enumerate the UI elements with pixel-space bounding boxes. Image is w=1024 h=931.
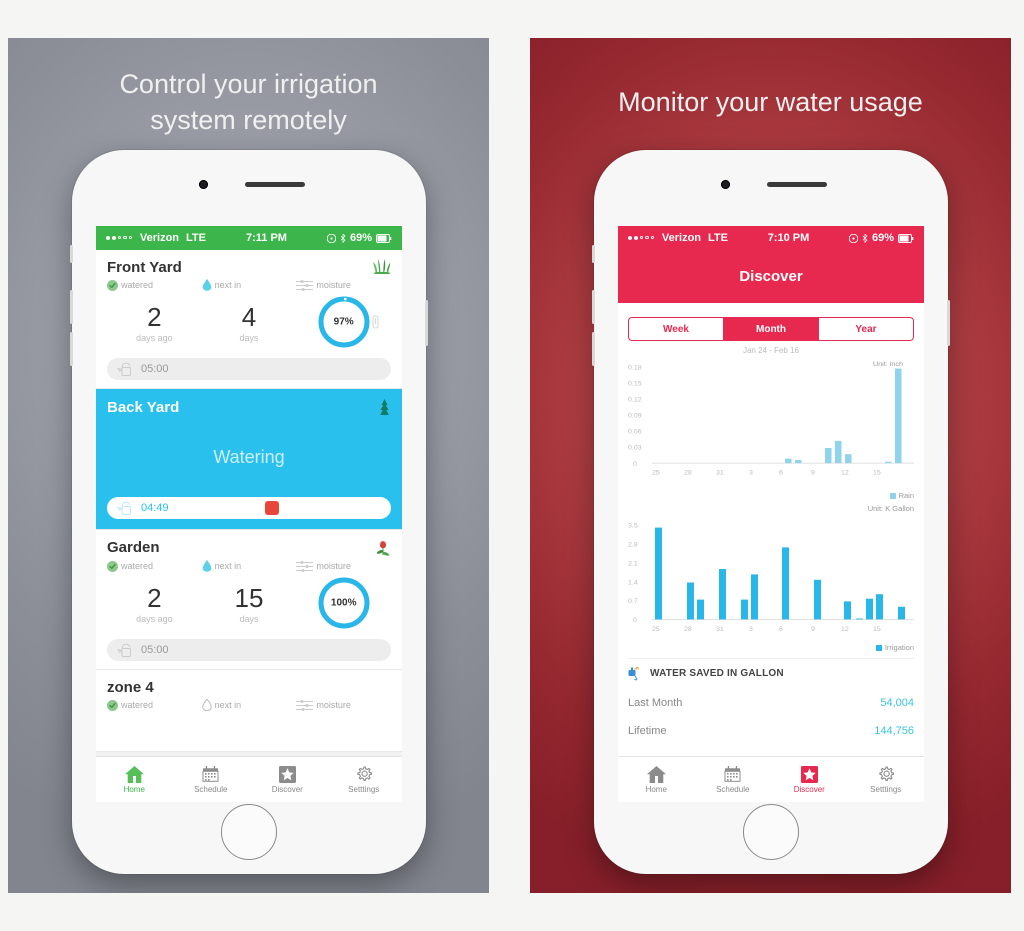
svg-text:9: 9 xyxy=(811,470,815,477)
svg-text:2.8: 2.8 xyxy=(628,542,638,549)
svg-text:12: 12 xyxy=(841,626,849,633)
svg-text:0.18: 0.18 xyxy=(628,365,642,372)
svg-text:0: 0 xyxy=(633,461,637,468)
svg-text:3.5: 3.5 xyxy=(628,523,638,530)
svg-text:0.15: 0.15 xyxy=(628,381,642,388)
svg-text:0: 0 xyxy=(633,617,637,624)
svg-text:28: 28 xyxy=(684,626,692,633)
svg-text:31: 31 xyxy=(716,470,724,477)
svg-text:Unit: inch: Unit: inch xyxy=(873,361,903,368)
svg-text:2.1: 2.1 xyxy=(628,561,638,568)
svg-text:12: 12 xyxy=(841,470,849,477)
svg-text:6: 6 xyxy=(779,626,783,633)
svg-text:25: 25 xyxy=(652,470,660,477)
svg-text:3: 3 xyxy=(749,626,753,633)
svg-text:0.09: 0.09 xyxy=(628,413,642,420)
svg-text:28: 28 xyxy=(684,470,692,477)
svg-text:0.06: 0.06 xyxy=(628,429,642,436)
svg-text:31: 31 xyxy=(716,626,724,633)
svg-text:9: 9 xyxy=(811,626,815,633)
svg-text:15: 15 xyxy=(873,470,881,477)
svg-text:0.03: 0.03 xyxy=(628,445,642,452)
svg-text:1.4: 1.4 xyxy=(628,580,638,587)
svg-text:3: 3 xyxy=(749,470,753,477)
svg-text:6: 6 xyxy=(779,470,783,477)
svg-text:0.12: 0.12 xyxy=(628,397,642,404)
svg-text:0.7: 0.7 xyxy=(628,598,638,605)
svg-text:25: 25 xyxy=(652,626,660,633)
svg-text:15: 15 xyxy=(873,626,881,633)
